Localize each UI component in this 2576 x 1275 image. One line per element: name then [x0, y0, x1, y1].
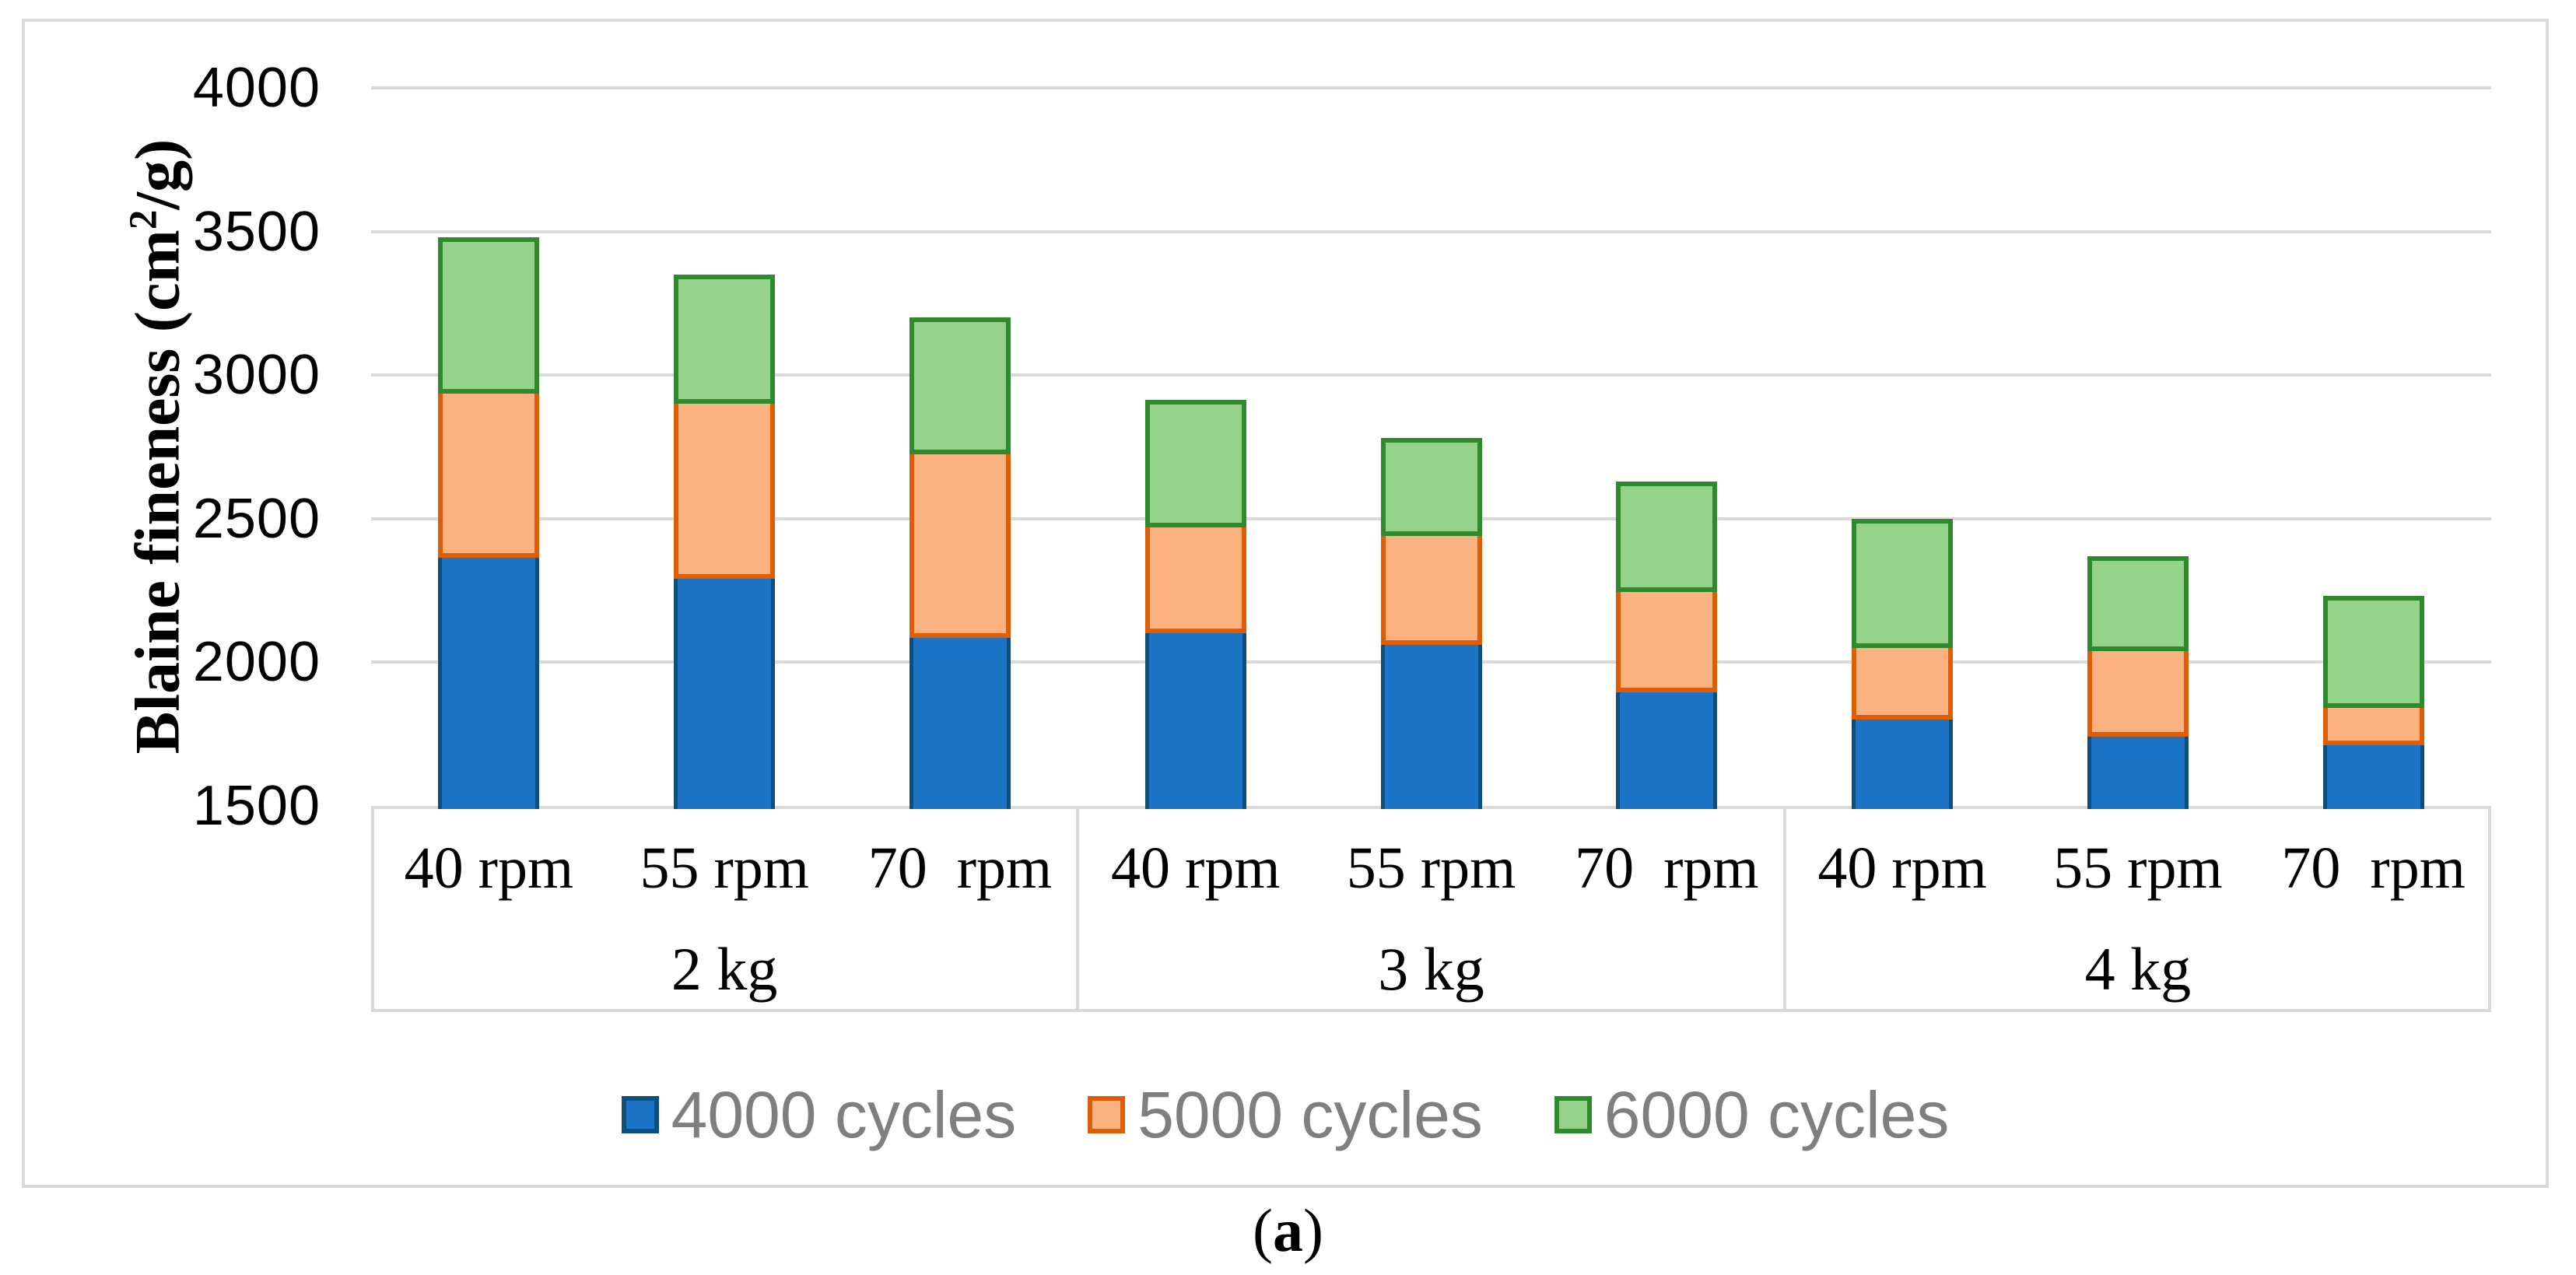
bar-2-kg-55-rpm-segment-6000-cycles	[674, 274, 776, 405]
y-axis-title-unit: /g)	[121, 138, 193, 210]
bar-3-kg-40-rpm-segment-4000-cycles	[1144, 633, 1246, 809]
x-tick-label-2-kg-40-rpm: 40 rpm	[404, 835, 574, 901]
bar-4-kg-70-rpm-segment-6000-cycles	[2322, 596, 2424, 709]
x-tick-label-4-kg-40-rpm: 40 rpm	[1817, 835, 1987, 901]
bar-3-kg-70-rpm-segment-4000-cycles	[1616, 692, 1718, 809]
x-tick-label-2-kg-70-rpm: 70 rpm	[867, 835, 1053, 901]
bar-3-kg-55-rpm-segment-4000-cycles	[1380, 645, 1482, 809]
figure-caption: (a)	[0, 1196, 2576, 1266]
bar-4-kg-55-rpm-segment-5000-cycles	[2087, 650, 2189, 737]
bar-3-kg-40-rpm-segment-6000-cycles	[1144, 399, 1246, 527]
bar-4-kg-70-rpm-segment-4000-cycles	[2322, 745, 2424, 809]
legend-item-5000-cycles: 5000 cycles	[1088, 1082, 1483, 1147]
bar-3-kg-55-rpm-segment-6000-cycles	[1380, 438, 1482, 536]
category-group-divider-1	[1076, 806, 1080, 1012]
bar-3-kg-70-rpm-segment-6000-cycles	[1616, 481, 1718, 592]
legend-label-6000-cycles: 6000 cycles	[1603, 1078, 1950, 1151]
bar-4-kg-70-rpm-segment-5000-cycles	[2322, 708, 2424, 746]
bar-4-kg-40-rpm-segment-5000-cycles	[1852, 647, 1954, 720]
legend-marker-4000-cycles-icon	[621, 1096, 659, 1133]
caption-letter: a	[1273, 1196, 1303, 1264]
bar-3-kg-55-rpm-segment-5000-cycles	[1380, 535, 1482, 646]
x-tick-label-3-kg-70-rpm: 70 rpm	[1575, 835, 1759, 901]
legend: 4000 cycles 5000 cycles 6000 cycles	[25, 1056, 2546, 1173]
bar-2-kg-40-rpm-segment-4000-cycles	[438, 557, 540, 809]
bar-3-kg-70-rpm-segment-5000-cycles	[1616, 591, 1718, 693]
caption-open-paren: (	[1253, 1196, 1273, 1264]
caption-close-paren: )	[1303, 1196, 1323, 1264]
gridline-4000	[371, 86, 2491, 89]
bar-3-kg-40-rpm-segment-5000-cycles	[1144, 527, 1246, 634]
bar-4-kg-55-rpm-segment-6000-cycles	[2087, 555, 2189, 651]
y-tick-label-1500: 1500	[192, 775, 321, 837]
bar-2-kg-55-rpm-segment-5000-cycles	[674, 404, 776, 580]
x-tick-label-3-kg-55-rpm: 55 rpm	[1346, 835, 1516, 901]
y-tick-label-2000: 2000	[192, 631, 321, 694]
x-tick-label-4-kg-55-rpm: 55 rpm	[2053, 835, 2223, 901]
category-group-divider-2	[1782, 806, 1786, 1012]
legend-item-6000-cycles: 6000 cycles	[1554, 1078, 1950, 1151]
group-label-2-kg: 2 kg	[671, 935, 778, 1003]
y-tick-label-3500: 3500	[192, 200, 321, 263]
bar-4-kg-55-rpm-segment-4000-cycles	[2087, 737, 2189, 809]
group-label-3-kg: 3 kg	[1378, 935, 1484, 1003]
y-tick-label-4000: 4000	[192, 57, 321, 119]
y-tick-label-3000: 3000	[192, 344, 321, 407]
group-label-4-kg: 4 kg	[2084, 935, 2192, 1003]
legend-marker-5000-cycles-icon	[1088, 1096, 1126, 1133]
bar-4-kg-40-rpm-segment-4000-cycles	[1852, 720, 1954, 809]
gridline-3500	[371, 229, 2491, 233]
x-tick-label-4-kg-70-rpm: 70 rpm	[2281, 835, 2466, 901]
legend-label-5000-cycles: 5000 cycles	[1137, 1078, 1483, 1151]
bar-2-kg-70-rpm-segment-5000-cycles	[909, 454, 1011, 638]
bar-4-kg-40-rpm-segment-6000-cycles	[1852, 518, 1954, 648]
bar-2-kg-40-rpm-segment-5000-cycles	[438, 394, 540, 558]
x-tick-label-row: 40 rpm 55 rpm 70 rpm 40 rpm 55 rpm 70 rpm 40 r…	[371, 806, 2491, 930]
bar-2-kg-70-rpm-segment-4000-cycles	[909, 638, 1011, 809]
y-tick-label-2500: 2500	[192, 487, 321, 550]
gridline-3000	[371, 373, 2491, 377]
legend-marker-6000-cycles-icon	[1554, 1096, 1592, 1133]
legend-item-4000-cycles: 4000 cycles	[621, 1078, 1017, 1151]
x-tick-label-2-kg-55-rpm: 55 rpm	[640, 835, 809, 901]
bar-2-kg-55-rpm-segment-4000-cycles	[674, 579, 776, 809]
chart-figure: Blaine fineness (cm2/g) 1500 2000 2500 3000…	[22, 19, 2549, 1188]
group-label-row: 2 kg 3 kg 4 kg	[371, 930, 2491, 1008]
bar-2-kg-70-rpm-segment-6000-cycles	[909, 317, 1011, 454]
legend-label-4000-cycles: 4000 cycles	[671, 1078, 1017, 1151]
bar-2-kg-40-rpm-segment-6000-cycles	[438, 236, 540, 394]
x-tick-label-3-kg-40-rpm: 40 rpm	[1111, 835, 1281, 901]
